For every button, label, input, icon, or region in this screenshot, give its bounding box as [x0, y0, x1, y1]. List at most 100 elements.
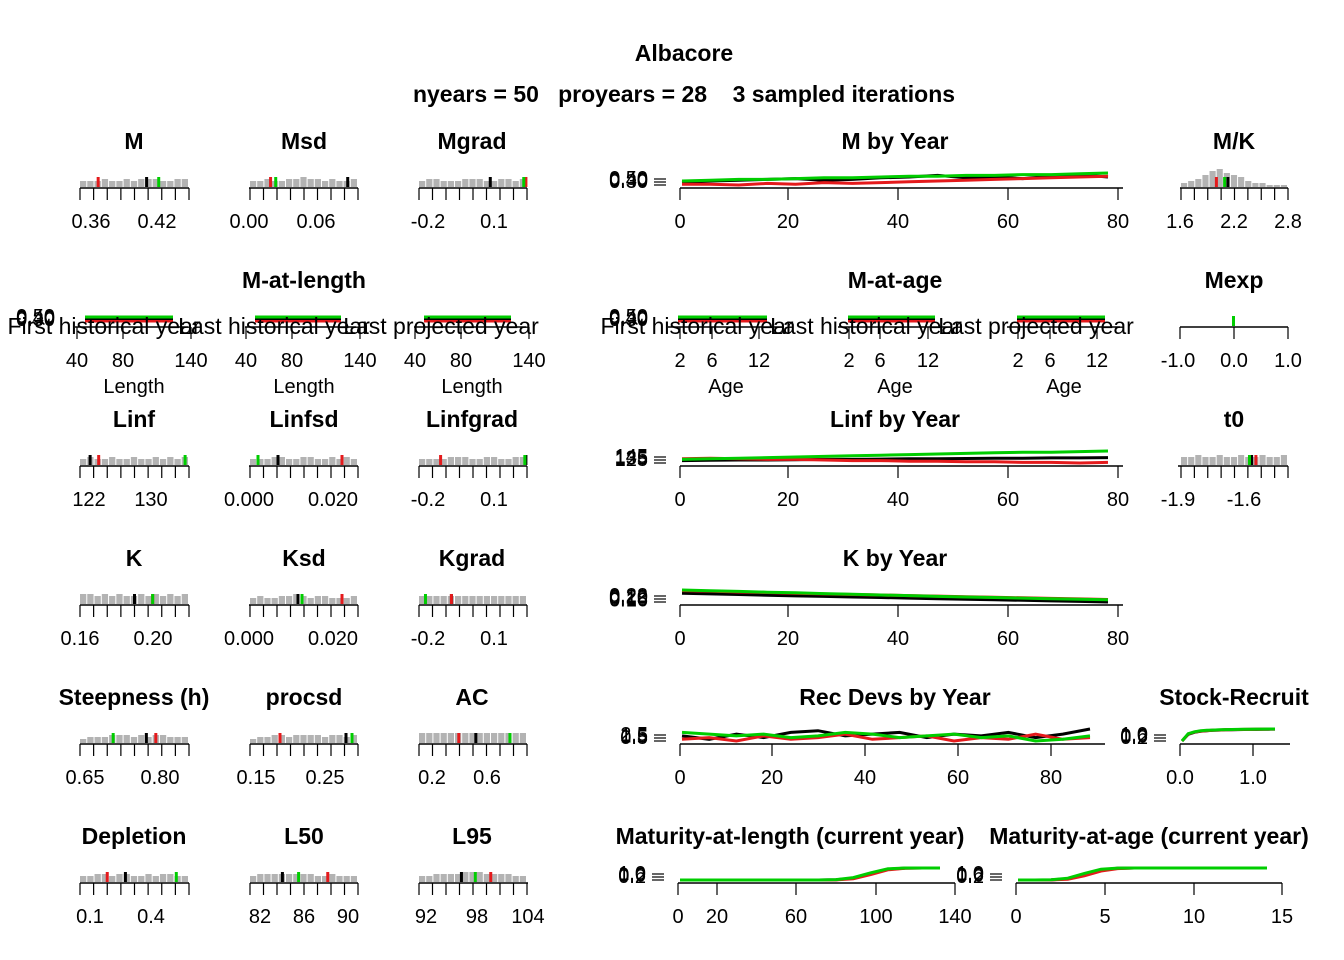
hist-bar — [314, 179, 321, 187]
hist-bar — [278, 596, 285, 604]
tick-label: 2.8 — [1274, 211, 1302, 233]
hist-bar — [336, 598, 343, 604]
y-tick-label: 0.50 — [16, 306, 55, 328]
y-tick-label: 1.0 — [1120, 724, 1148, 746]
hist-bar — [109, 596, 116, 604]
panel-t0: t0 -1.9 -1.6 — [1161, 406, 1289, 511]
series-line — [681, 171, 1109, 183]
sample-marker — [297, 872, 301, 882]
tick-label: 92 — [415, 906, 437, 928]
tick-label: 6 — [706, 350, 717, 372]
sample-marker — [280, 872, 284, 882]
hist-bar — [519, 733, 526, 743]
panel-sublabel: First historical year — [601, 313, 794, 339]
tick-label: 2 — [843, 350, 854, 372]
hist-bar — [94, 874, 101, 882]
hist-bar — [1259, 183, 1266, 187]
hist-bar — [293, 594, 300, 604]
hist-bar — [498, 733, 505, 743]
panel-title: Steepness (h) — [59, 684, 210, 710]
hist-bar — [307, 735, 314, 743]
tick-label: 15 — [1271, 906, 1293, 928]
hist-bar — [505, 179, 512, 187]
tick-label: 0.020 — [308, 628, 358, 650]
hist-bar — [440, 733, 447, 743]
hist-bar — [440, 874, 447, 882]
hist-bar — [138, 594, 145, 604]
panel-title: Maturity-at-age (current year) — [989, 823, 1309, 849]
hist-bar — [1280, 455, 1287, 465]
hist-bar — [80, 181, 87, 187]
panel-title: M-at-length — [242, 267, 366, 293]
hist-bar — [476, 179, 483, 187]
hist-bar — [278, 735, 285, 743]
tick-label: 0.0 — [1220, 350, 1248, 372]
hist-bar — [447, 181, 454, 187]
tick-label: 0.000 — [224, 628, 274, 650]
hist-bar — [476, 596, 483, 604]
hist-bar — [1266, 185, 1273, 187]
panel-l50: L50 82 86 90 — [249, 823, 359, 928]
sample-marker — [269, 177, 273, 187]
tick-label: 0 — [1010, 906, 1021, 928]
tick-label: -1.6 — [1227, 489, 1261, 511]
hist-bar — [271, 457, 278, 465]
hist-bar — [101, 737, 109, 743]
hist-bar — [455, 181, 462, 187]
tick-label: 10 — [1183, 906, 1205, 928]
hist-bar — [519, 596, 526, 604]
hist-bar — [447, 733, 454, 743]
sample-marker — [449, 594, 453, 604]
hist-bar — [336, 735, 343, 743]
hist-bar — [447, 874, 454, 882]
hist-bar — [257, 874, 264, 882]
tick-label: 140 — [938, 906, 971, 928]
hist-bar — [130, 457, 138, 465]
tick-label: 82 — [249, 906, 271, 928]
tick-label: 2 — [1012, 350, 1023, 372]
hist-bar — [433, 179, 440, 187]
hist-bar — [498, 459, 505, 465]
panel-title: K by Year — [843, 545, 947, 571]
x-axis-label: Length — [441, 376, 502, 398]
hist-bar — [505, 459, 512, 465]
tick-label: 20 — [706, 906, 728, 928]
sample-marker — [423, 594, 427, 604]
sample-marker — [344, 733, 348, 743]
hist-bar — [138, 735, 145, 743]
panel-linfsd: Linfsd 0.000 0.020 — [224, 406, 359, 511]
series-line — [680, 866, 940, 882]
hist-bar — [286, 596, 293, 604]
hist-bar — [322, 737, 329, 743]
hist-bar — [167, 594, 174, 604]
hist-bar — [440, 459, 447, 465]
series-line — [681, 591, 1109, 604]
panel-recdevs: Rec Devs by Year 0 20 40 60 80 2.51.50.5 — [620, 684, 1105, 789]
hist-bar — [181, 876, 188, 882]
sample-marker — [97, 455, 101, 465]
hist-bar — [512, 733, 519, 743]
tick-label: 0.20 — [134, 628, 173, 650]
panel-title: Kgrad — [439, 545, 505, 571]
tick-label: 20 — [761, 767, 783, 789]
y-tick-label: 0.50 — [609, 168, 648, 190]
hist-bar — [350, 735, 357, 743]
hist-bar — [116, 181, 123, 187]
hist-bar — [109, 457, 116, 465]
sample-marker — [144, 733, 148, 743]
hist-bar — [483, 181, 490, 187]
hist-bar — [469, 596, 476, 604]
hist-bar — [350, 459, 357, 465]
hist-bar — [505, 874, 512, 882]
hist-bar — [419, 181, 426, 187]
tick-label: 0.1 — [76, 906, 104, 928]
tick-label: 0.000 — [224, 489, 274, 511]
hist-bar — [250, 459, 257, 465]
hist-bar — [1216, 169, 1223, 187]
panel-title: Mgrad — [438, 128, 507, 154]
series-line — [1180, 727, 1275, 742]
hist-bar — [322, 459, 329, 465]
hist-bar — [181, 594, 188, 604]
tick-label: 0.25 — [306, 767, 345, 789]
hist-bar — [300, 457, 307, 465]
